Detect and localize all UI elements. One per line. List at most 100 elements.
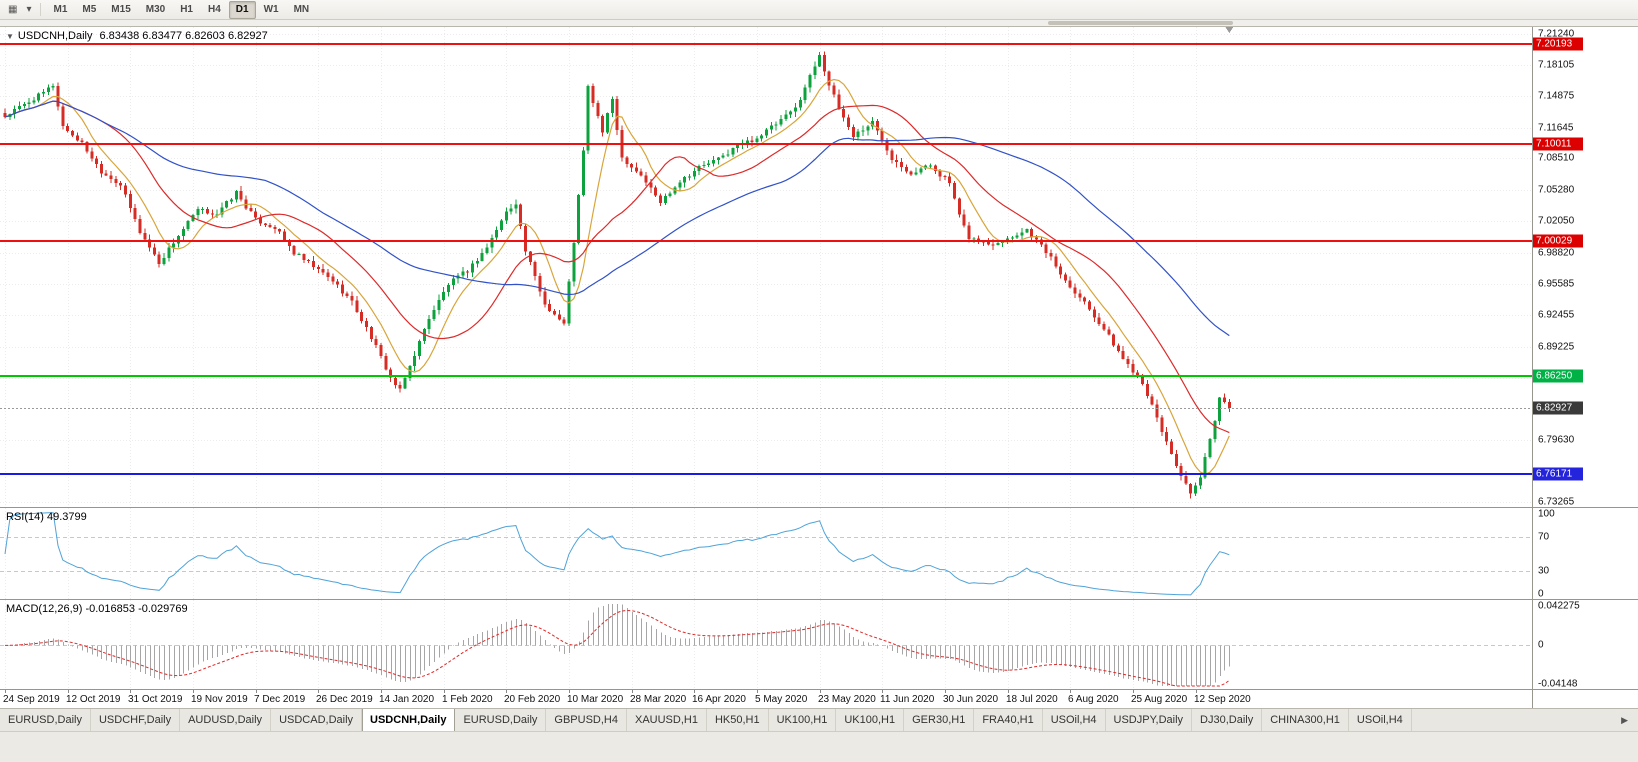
price-tick: 7.18105 [1538,59,1575,71]
timeframe-button-m15[interactable]: M15 [111,3,131,15]
time-label: 12 Sep 2020 [1194,694,1251,705]
chart-tab-audusd-daily[interactable]: AUDUSD,Daily [180,709,272,731]
price-tick: 7.08510 [1538,152,1575,164]
time-label: 19 Nov 2019 [191,694,248,705]
chart-tab-fra40-h1[interactable]: FRA40,H1 [974,709,1043,731]
rsi-level-label: 30 [1538,565,1550,577]
time-label: 12 Oct 2019 [66,694,121,705]
time-tick [820,690,821,693]
price-line-badge: 6.76171 [1533,467,1583,481]
rsi-indicator-label: RSI(14) 49.3799 [6,511,87,523]
chart-window-icon[interactable]: ▦ [8,4,18,15]
time-tick [632,690,633,693]
rsi-level-label: 70 [1538,531,1550,543]
ohlc-values: 6.83438 6.83477 6.82603 6.82927 [99,30,268,42]
time-tick [569,690,570,693]
timeframe-button-h1[interactable]: H1 [180,3,193,15]
macd-level-label: -0.04148 [1538,678,1578,690]
time-label: 5 May 2020 [755,694,808,705]
rsi-canvas[interactable] [0,508,1532,600]
chart-tab-usdchf-daily[interactable]: USDCHF,Daily [91,709,181,731]
chart-shift-marker [1225,27,1234,33]
time-tick [444,690,445,693]
chart-panels: ▼ USDCNH,Daily 6.83438 6.83477 6.82603 6.8… [0,27,1532,708]
time-tick [945,690,946,693]
chart-tab-usoil-h4[interactable]: USOil,H4 [1043,709,1106,731]
chart-tab-uk100-h1[interactable]: UK100,H1 [769,709,837,731]
price-tick: 6.89225 [1538,341,1575,353]
price-tick: 6.73265 [1538,496,1575,508]
timeframe-button-d1[interactable]: D1 [228,0,256,19]
status-bar [0,731,1638,762]
timeframe-button-m1[interactable]: M1 [53,3,68,15]
toolbar-separator [40,3,42,16]
price-line-badge: 6.82927 [1533,401,1583,415]
macd-histogram [5,604,1230,686]
chart-tab-usdcnh-daily[interactable]: USDCNH,Daily [362,709,456,731]
macd-level-label: 0 [1538,639,1544,651]
timeframe-button-h4[interactable]: H4 [208,3,221,15]
moving-averages-layer [4,78,1230,475]
price-tick: 7.14875 [1538,90,1575,102]
chart-tab-eurusd-daily[interactable]: EURUSD,Daily [455,709,547,731]
main-price-panel[interactable]: ▼ USDCNH,Daily 6.83438 6.83477 6.82603 6.8… [0,27,1532,508]
chart-tab-dj30-daily[interactable]: DJ30,Daily [1192,709,1263,731]
price-tick: 7.11645 [1538,122,1574,134]
macd-grid [0,600,1532,690]
horizontal-lines-layer[interactable] [0,27,1532,475]
panel-separator[interactable] [0,599,1638,600]
chart-scrollbar[interactable] [0,20,1638,27]
price-line-badge: 7.00029 [1533,234,1583,248]
macd-canvas[interactable] [0,600,1532,690]
chart-tab-ger30-h1[interactable]: GER30,H1 [904,709,975,731]
chart-tab-usoil-h4[interactable]: USOil,H4 [1349,709,1412,731]
time-tick [1133,690,1134,693]
time-label: 30 Jun 2020 [943,694,999,705]
timeframe-button-mn[interactable]: MN [293,3,310,15]
price-tick: 7.02050 [1538,215,1575,227]
macd-indicator-label: MACD(12,26,9) -0.016853 -0.029769 [6,603,188,615]
chart-tab-china300-h1[interactable]: CHINA300,H1 [1262,709,1349,731]
time-label: 28 Mar 2020 [630,694,687,705]
time-label: 23 May 2020 [818,694,876,705]
tab-scroll-right-icon[interactable]: ▶ [1621,714,1628,725]
macd-panel[interactable]: MACD(12,26,9) -0.016853 -0.029769 [0,600,1532,690]
time-tick [130,690,131,693]
price-scale[interactable]: 7.21240 7.18105 7.14875 7.11645 7.08510 7.052… [1532,27,1638,708]
time-label: 16 Apr 2020 [692,694,746,705]
panel-separator[interactable] [0,689,1638,690]
price-tick: 6.92455 [1538,309,1575,321]
timeframe-button-m30[interactable]: M30 [145,3,166,15]
timeframe-button-w1[interactable]: W1 [263,3,279,15]
time-label: 6 Aug 2020 [1068,694,1119,705]
timeframe-button-m5[interactable]: M5 [82,3,97,15]
chart-scrollbar-thumb[interactable] [1048,21,1233,25]
rsi-level-label: 0 [1538,588,1544,600]
macd-signal-line [4,609,1230,687]
chart-tab-hk50-h1[interactable]: HK50,H1 [707,709,769,731]
price-chart-canvas[interactable] [0,27,1532,508]
time-label: 11 Jun 2020 [880,694,935,705]
price-tick: 7.21240 [1538,28,1575,40]
rsi-panel[interactable]: RSI(14) 49.3799 [0,508,1532,600]
time-tick [882,690,883,693]
chart-tab-eurusd-daily[interactable]: EURUSD,Daily [0,709,91,731]
collapse-icon[interactable]: ▼ [6,32,14,41]
chart-tab-xauusd-h1[interactable]: XAUUSD,H1 [627,709,707,731]
chart-tab-uk100-h1[interactable]: UK100,H1 [836,709,905,731]
time-label: 24 Sep 2019 [3,694,60,705]
time-tick [1070,690,1071,693]
panel-separator[interactable] [0,507,1638,508]
time-scale[interactable]: 24 Sep 2019 12 Oct 2019 31 Oct 2019 19 Nov … [0,690,1532,708]
time-tick [506,690,507,693]
chart-tab-usdcad-daily[interactable]: USDCAD,Daily [271,709,363,731]
time-label: 31 Oct 2019 [128,694,183,705]
toolbar-dropdown-icon[interactable]: ▾ [26,4,32,15]
chart-tab-usdjpy-daily[interactable]: USDJPY,Daily [1106,709,1193,731]
price-line-badge: 7.20193 [1533,37,1583,51]
time-tick [318,690,319,693]
time-tick [68,690,69,693]
candles-layer [3,51,1231,499]
chart-tab-gbpusd-h4[interactable]: GBPUSD,H4 [546,709,627,731]
time-label: 1 Feb 2020 [442,694,493,705]
